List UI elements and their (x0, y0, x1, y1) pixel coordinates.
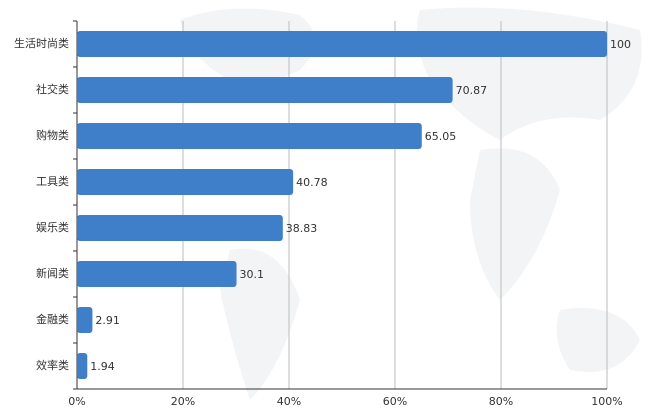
data-label: 38.83 (286, 222, 318, 235)
background-map (180, 7, 642, 400)
data-label: 30.1 (240, 268, 265, 281)
bar (77, 215, 283, 241)
x-tick-label: 60% (383, 395, 407, 408)
data-label: 40.78 (296, 176, 328, 189)
y-tick-label: 效率类 (36, 358, 69, 372)
y-tick-label: 新闻类 (36, 266, 69, 280)
y-tick-label: 生活时尚类 (14, 36, 69, 50)
y-tick-label: 娱乐类 (36, 220, 69, 234)
bar (77, 77, 453, 103)
y-tick-label: 社交类 (36, 82, 69, 96)
y-tick-label: 购物类 (36, 128, 69, 142)
bar (77, 261, 237, 287)
bar (77, 169, 294, 195)
data-label: 2.91 (95, 314, 120, 327)
data-label: 1.94 (90, 360, 115, 373)
x-tick-label: 0% (68, 395, 85, 408)
y-tick-label: 金融类 (36, 312, 69, 326)
x-tick-label: 80% (489, 395, 513, 408)
y-tick-label: 工具类 (36, 174, 69, 188)
data-label: 65.05 (425, 130, 457, 143)
bar (77, 353, 88, 379)
x-tick-label: 20% (171, 395, 195, 408)
data-label: 70.87 (456, 84, 488, 97)
x-tick-label: 100% (591, 395, 622, 408)
bar (77, 307, 93, 333)
data-label: 100 (610, 38, 631, 51)
bar (77, 123, 422, 149)
x-tick-label: 40% (277, 395, 301, 408)
bar (77, 31, 607, 57)
